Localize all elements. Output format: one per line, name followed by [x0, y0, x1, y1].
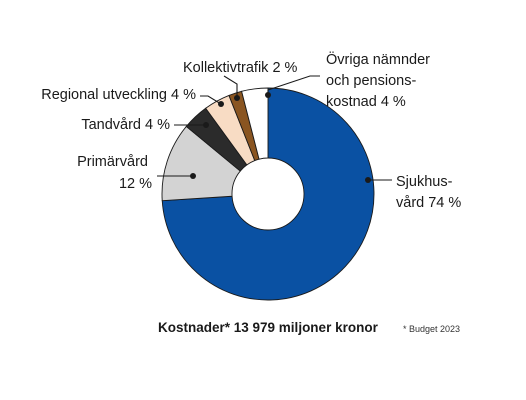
- donut-slices: [161, 87, 375, 301]
- leader-dot-sjukhusvard: [365, 177, 371, 183]
- label-regional-utveckling: Regional utveckling 4 %: [41, 87, 196, 103]
- leader-dot-primarvard: [190, 173, 196, 179]
- leader-regional: [200, 95, 222, 105]
- label-primarvard: Primärvård 12 %: [77, 154, 152, 192]
- budget-footnote: * Budget 2023: [403, 324, 460, 334]
- leader-lines: [157, 75, 392, 183]
- leader-dot-ovriga: [265, 92, 271, 98]
- label-kollektivtrafik: Kollektivtrafik 2 %: [183, 60, 298, 76]
- chart-caption: Kostnader* 13 979 miljoner kronor: [158, 320, 379, 335]
- slice-ovriga: [241, 87, 269, 160]
- label-sjukhusvard: Sjukhus- vård 74 %: [396, 174, 461, 211]
- label-ovriga-namnder: Övriga nämnder och pensions- kostnad 4 %: [326, 50, 434, 110]
- leader-kollektivtrafik: [223, 75, 238, 98]
- leader-dot-regional: [218, 101, 224, 107]
- slice-sjukhusvard: [161, 87, 375, 301]
- leader-dot-tandvard: [203, 122, 209, 128]
- label-tandvard: Tandvård 4 %: [81, 117, 170, 133]
- leader-dot-kollektivtrafik: [234, 95, 240, 101]
